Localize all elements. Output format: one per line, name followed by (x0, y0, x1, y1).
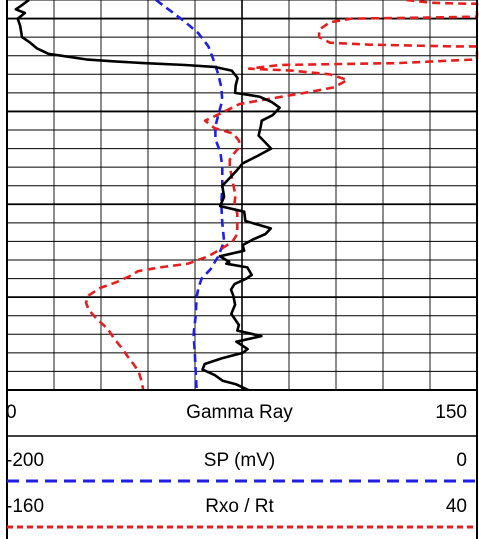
rxo-rt-scale: -160 Rxo / Rt 40 (6, 490, 473, 524)
gamma-ray-scale-label: Gamma Ray (186, 402, 293, 423)
sp-scale-min: -200 (6, 450, 45, 471)
gamma-ray-scale: 0 Gamma Ray 150 (6, 396, 473, 430)
log-grid (6, 0, 478, 391)
log-frame (6, 0, 478, 539)
rxo-rt-curve (84, 0, 479, 391)
gamma-ray-scale-max: 150 (435, 402, 467, 423)
gamma-ray-scale-min: 0 (6, 402, 17, 423)
rxo-rt-scale-max: 40 (445, 496, 467, 517)
sp-scale-max: 0 (456, 450, 467, 471)
sp-scale: -200 SP (mV) 0 (6, 444, 473, 478)
sp-scale-label: SP (mV) (203, 450, 276, 471)
gamma-ray-curve (14, 0, 281, 392)
rxo-rt-scale-min: -160 (6, 496, 45, 517)
sp-curve (155, 0, 226, 391)
rxo-rt-scale-label: Rxo / Rt (205, 496, 274, 517)
log-curves (14, 0, 479, 392)
